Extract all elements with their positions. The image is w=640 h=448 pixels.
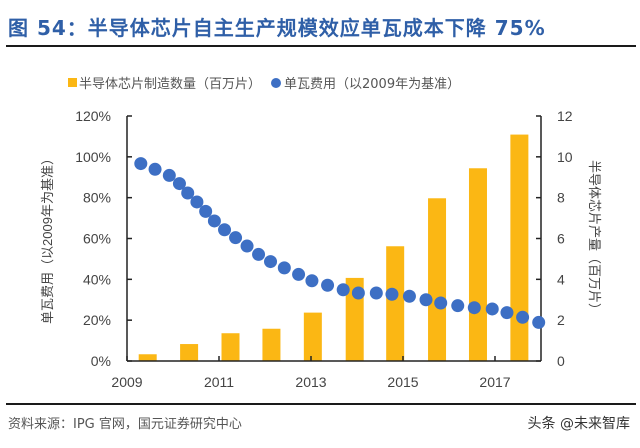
- y-left-label: 单瓦费用（以2009年为基准）: [40, 152, 55, 324]
- y-right-tick-label: 12: [557, 108, 573, 124]
- bar: [180, 344, 199, 361]
- data-point: [207, 214, 221, 228]
- y-left-tick-label: 60%: [83, 231, 111, 247]
- data-point: [419, 293, 433, 307]
- data-point: [240, 239, 254, 253]
- legend-bar-swatch: [68, 78, 77, 87]
- data-point: [134, 157, 148, 171]
- y-left-tick-label: 0%: [91, 353, 111, 369]
- data-point: [500, 306, 514, 320]
- legend-dot-swatch: [271, 77, 282, 88]
- bar: [510, 134, 529, 361]
- y-right-tick-label: 6: [557, 231, 565, 247]
- y-right-tick-label: 10: [557, 149, 573, 165]
- data-point: [264, 255, 278, 269]
- y-left-tick-label: 80%: [83, 190, 111, 206]
- data-point: [467, 301, 481, 315]
- bar: [386, 246, 405, 361]
- x-tick-label: 2011: [204, 374, 234, 390]
- data-point: [292, 267, 306, 281]
- data-point: [336, 283, 350, 297]
- data-point: [252, 247, 266, 261]
- y-left-tick-label: 20%: [83, 312, 111, 328]
- data-point: [148, 162, 162, 176]
- footer-divider: [6, 403, 636, 405]
- data-point: [305, 274, 319, 288]
- source-note: 资料来源：IPG 官网，国元证券研究中心: [8, 417, 242, 432]
- bar: [221, 333, 240, 361]
- bar: [428, 198, 447, 361]
- data-point: [351, 286, 365, 300]
- y-right-tick-label: 4: [557, 271, 565, 287]
- data-point: [321, 278, 335, 292]
- x-tick-label: 2017: [479, 374, 510, 390]
- y-left-tick-label: 100%: [75, 149, 111, 165]
- data-point: [229, 231, 243, 245]
- data-point: [218, 223, 232, 237]
- bar: [138, 354, 157, 361]
- bar: [262, 328, 281, 361]
- data-point: [434, 296, 448, 310]
- bar: [468, 168, 487, 361]
- legend: 半导体芯片制造数量（百万片） 单瓦费用（以2009年为基准）: [68, 73, 460, 92]
- data-point: [199, 204, 213, 218]
- data-point: [181, 186, 195, 200]
- x-tick-label: 2015: [387, 374, 418, 390]
- data-point: [402, 289, 416, 303]
- data-point: [162, 168, 176, 182]
- data-point: [172, 177, 186, 191]
- x-tick-label: 2009: [111, 374, 142, 390]
- title-divider: [6, 45, 636, 47]
- data-point: [485, 302, 499, 316]
- legend-dot-label: 单瓦费用（以2009年为基准）: [284, 77, 461, 92]
- data-point: [516, 310, 530, 324]
- figure-title: 图 54：半导体芯片自主生产规模效应单瓦成本下降 75%: [8, 16, 546, 40]
- y-right-tick-label: 0: [557, 353, 565, 369]
- data-point: [532, 315, 546, 329]
- y-right-tick-label: 8: [557, 190, 565, 206]
- legend-bar-label: 半导体芯片制造数量（百万片）: [79, 77, 262, 92]
- bar: [303, 312, 322, 361]
- y-right-tick-label: 2: [557, 312, 565, 328]
- y-right-label: 半导体芯片产量（百万片）: [587, 160, 602, 316]
- data-point: [385, 287, 399, 301]
- data-point: [369, 286, 383, 300]
- data-point: [451, 299, 465, 313]
- data-point: [277, 261, 291, 275]
- watermark: 头条 @未来智库: [527, 416, 630, 432]
- data-point: [190, 195, 204, 209]
- x-tick-label: 2013: [295, 374, 326, 390]
- y-left-tick-label: 40%: [83, 271, 111, 287]
- y-left-tick-label: 120%: [75, 108, 111, 124]
